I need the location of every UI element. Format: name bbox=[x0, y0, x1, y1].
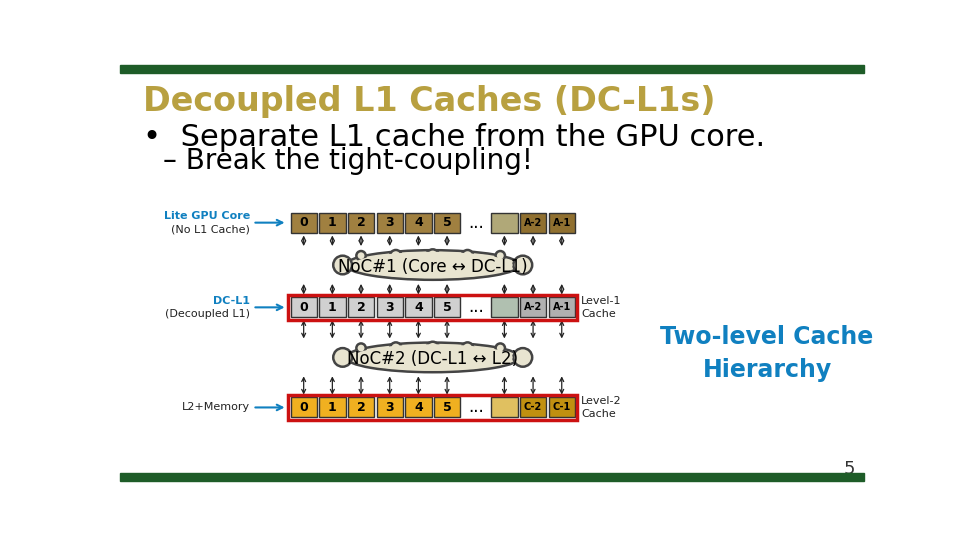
Circle shape bbox=[390, 342, 401, 354]
Bar bbox=[434, 397, 460, 417]
Text: 3: 3 bbox=[385, 216, 394, 229]
Text: Two-level Cache
Hierarchy: Two-level Cache Hierarchy bbox=[660, 325, 874, 382]
Text: (No L1 Cache): (No L1 Cache) bbox=[171, 225, 251, 234]
Text: A-1: A-1 bbox=[553, 302, 571, 312]
Text: 4: 4 bbox=[414, 216, 422, 229]
Text: Level-1
Cache: Level-1 Cache bbox=[581, 296, 622, 319]
Ellipse shape bbox=[353, 252, 513, 278]
Text: 5: 5 bbox=[443, 301, 451, 314]
Bar bbox=[376, 298, 403, 318]
Text: NoC#2 (DC-L1 ↔ L2): NoC#2 (DC-L1 ↔ L2) bbox=[348, 350, 518, 368]
Bar bbox=[319, 397, 346, 417]
Text: 2: 2 bbox=[357, 301, 366, 314]
Text: 2: 2 bbox=[357, 216, 366, 229]
Text: L2+Memory: L2+Memory bbox=[182, 402, 251, 413]
Circle shape bbox=[333, 255, 352, 274]
Bar bbox=[319, 213, 346, 233]
Bar bbox=[405, 213, 432, 233]
Circle shape bbox=[356, 343, 366, 353]
Bar bbox=[376, 213, 403, 233]
Circle shape bbox=[462, 250, 473, 261]
Circle shape bbox=[462, 342, 473, 354]
Circle shape bbox=[426, 342, 439, 354]
Ellipse shape bbox=[346, 250, 519, 280]
Ellipse shape bbox=[353, 345, 513, 370]
Ellipse shape bbox=[346, 342, 519, 372]
Bar bbox=[548, 213, 575, 233]
Bar bbox=[548, 397, 575, 417]
Bar bbox=[288, 295, 577, 320]
Circle shape bbox=[426, 249, 439, 262]
Text: •  Separate L1 cache from the GPU core.: • Separate L1 cache from the GPU core. bbox=[143, 124, 765, 152]
Bar bbox=[348, 397, 374, 417]
Text: ...: ... bbox=[468, 399, 484, 416]
Text: 0: 0 bbox=[300, 301, 308, 314]
Text: DC-L1: DC-L1 bbox=[213, 296, 251, 306]
Text: C-2: C-2 bbox=[524, 402, 542, 413]
Text: 0: 0 bbox=[300, 216, 308, 229]
Bar bbox=[492, 397, 517, 417]
Text: A-2: A-2 bbox=[524, 218, 542, 228]
Text: ...: ... bbox=[468, 298, 484, 316]
Text: 5: 5 bbox=[443, 216, 451, 229]
Bar bbox=[520, 298, 546, 318]
Bar bbox=[291, 397, 317, 417]
Bar bbox=[348, 213, 374, 233]
Circle shape bbox=[514, 255, 532, 274]
Text: 4: 4 bbox=[414, 401, 422, 414]
Text: 1: 1 bbox=[328, 401, 337, 414]
Text: C-1: C-1 bbox=[553, 402, 571, 413]
Text: (Decoupled L1): (Decoupled L1) bbox=[165, 309, 251, 319]
Text: ...: ... bbox=[468, 214, 484, 232]
Text: Decoupled L1 Caches (DC-L1s): Decoupled L1 Caches (DC-L1s) bbox=[143, 85, 716, 118]
Text: A-2: A-2 bbox=[524, 302, 542, 312]
Circle shape bbox=[514, 348, 532, 367]
Text: 3: 3 bbox=[385, 401, 394, 414]
Text: 1: 1 bbox=[328, 216, 337, 229]
Bar bbox=[291, 213, 317, 233]
Bar bbox=[319, 298, 346, 318]
Bar bbox=[288, 395, 577, 420]
Text: 2: 2 bbox=[357, 401, 366, 414]
Circle shape bbox=[495, 343, 505, 353]
Circle shape bbox=[356, 251, 366, 260]
Bar bbox=[492, 213, 517, 233]
Bar bbox=[120, 65, 864, 72]
Bar bbox=[376, 397, 403, 417]
Circle shape bbox=[390, 250, 401, 261]
Bar bbox=[120, 473, 864, 481]
Bar bbox=[434, 213, 460, 233]
Bar bbox=[348, 298, 374, 318]
Text: 0: 0 bbox=[300, 401, 308, 414]
Text: 3: 3 bbox=[385, 301, 394, 314]
Text: NoC#1 (Core ↔ DC-L1): NoC#1 (Core ↔ DC-L1) bbox=[338, 258, 528, 275]
Bar bbox=[405, 298, 432, 318]
Text: Lite GPU Core: Lite GPU Core bbox=[164, 212, 251, 221]
Text: 4: 4 bbox=[414, 301, 422, 314]
Circle shape bbox=[495, 251, 505, 260]
Bar bbox=[548, 298, 575, 318]
Bar bbox=[492, 298, 517, 318]
Text: A-1: A-1 bbox=[553, 218, 571, 228]
Bar bbox=[520, 397, 546, 417]
Bar bbox=[291, 298, 317, 318]
Text: – Break the tight-coupling!: – Break the tight-coupling! bbox=[162, 147, 533, 175]
Bar bbox=[520, 213, 546, 233]
Circle shape bbox=[333, 348, 352, 367]
Bar bbox=[405, 397, 432, 417]
Bar bbox=[434, 298, 460, 318]
Text: 5: 5 bbox=[843, 460, 854, 478]
Text: 1: 1 bbox=[328, 301, 337, 314]
Text: Level-2
Cache: Level-2 Cache bbox=[581, 396, 622, 419]
Text: 5: 5 bbox=[443, 401, 451, 414]
